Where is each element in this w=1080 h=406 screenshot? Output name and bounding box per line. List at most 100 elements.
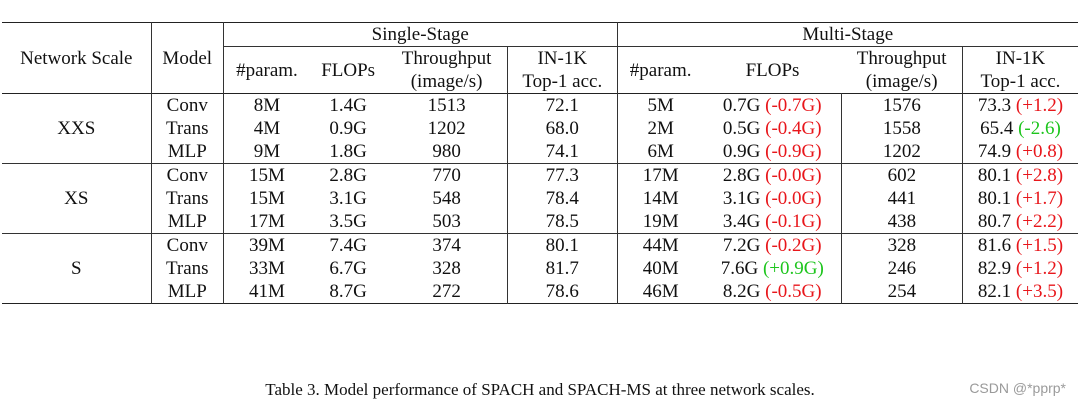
cell-m-param: 19M	[642, 211, 679, 232]
cell-m-flops: 0.9G (-0.9G)	[703, 140, 842, 164]
cell-s-tp: 770	[386, 163, 508, 187]
header-multi-throughput: Throughput (image/s)	[841, 46, 963, 94]
cell-s-param: 15M	[248, 165, 285, 186]
cell-m-acc: 74.9 (+0.8)	[962, 140, 1078, 164]
cell-m-tp: 441	[841, 187, 963, 210]
cell-s-acc: 77.3	[507, 163, 618, 187]
cell-s-tp: 980	[386, 140, 508, 164]
cell-m-acc: 81.6 (+1.5)	[962, 234, 1078, 258]
cell-delta: (+1.7)	[1015, 188, 1064, 209]
cell-s-acc: 72.1	[507, 93, 618, 117]
cell-m-acc: 82.1 (+3.5)	[962, 280, 1078, 304]
cell-delta: (+2.2)	[1015, 211, 1064, 232]
cell-network-scale: XS	[2, 163, 152, 234]
header-acc-line1: IN-1K	[537, 48, 588, 69]
cell-m-flops: 7.2G (-0.2G)	[703, 233, 842, 257]
cell-delta: (-0.0G)	[765, 188, 822, 209]
cell-s-tp: 548	[386, 187, 508, 210]
header-single-stage: Single-Stage	[223, 22, 618, 47]
header-throughput-line2: (image/s)	[410, 71, 483, 92]
cell-s-param: 41M	[248, 281, 285, 302]
watermark: CSDN @*pprp*	[969, 380, 1066, 396]
cell-m-tp: 1202	[841, 140, 963, 164]
cell-value: 82.1	[977, 281, 1012, 302]
cell-s-acc: 74.1	[507, 140, 618, 164]
cell-model: Trans	[151, 257, 224, 280]
cell-model: Trans	[151, 187, 224, 210]
cell-model: MLP	[151, 280, 224, 304]
header-throughput-line1: Throughput	[401, 48, 492, 69]
cell-model: MLP	[151, 210, 224, 234]
table-row: Trans 15M 3.1G 548 78.4 14M 3.1G (-0.0G) 441 80.…	[2, 187, 1078, 210]
cell-m-flops: 7.6G (+0.9G)	[703, 257, 842, 280]
cell-m-param: 17M	[642, 165, 679, 186]
cell-m-param: 2M	[647, 118, 674, 139]
cell-s-flops: 1.4G	[329, 95, 367, 116]
cell-delta: (+2.8)	[1015, 165, 1064, 186]
cell-m-acc: 80.1 (+2.8)	[962, 164, 1078, 188]
cell-value: 3.4G	[722, 211, 761, 232]
header-multi-flops: FLOPs	[745, 59, 800, 81]
cell-s-acc: 78.4	[507, 187, 618, 210]
cell-value: 82.9	[977, 258, 1012, 279]
cell-m-flops: 0.5G (-0.4G)	[703, 117, 842, 140]
header-acc-line2: Top-1 acc.	[522, 71, 603, 92]
cell-delta: (-2.6)	[1018, 118, 1061, 139]
table-caption: Table 3. Model performance of SPACH and …	[265, 380, 815, 399]
cell-network-scale: XXS	[2, 93, 152, 164]
cell-m-tp: 1576	[841, 93, 963, 117]
table-row: MLP 17M 3.5G 503 78.5 19M 3.4G (-0.1G) 438 80.7 …	[2, 210, 1078, 234]
cell-value: 74.9	[977, 141, 1012, 162]
table-row: Trans 33M 6.7G 328 81.7 40M 7.6G (+0.9G) 246 82.…	[2, 257, 1078, 280]
cell-m-flops: 8.2G (-0.5G)	[703, 280, 842, 304]
cell-s-tp: 328	[386, 257, 508, 280]
cell-value: 0.9G	[722, 141, 761, 162]
cell-s-acc: 78.5	[507, 210, 618, 234]
cell-s-flops: 6.7G	[329, 258, 367, 279]
header-network-scale: Network Scale	[2, 22, 152, 94]
header-single-flops: FLOPs	[321, 59, 376, 81]
cell-m-tp: 328	[841, 233, 963, 257]
cell-delta: (+3.5)	[1015, 281, 1064, 302]
performance-table: Network Scale Model Single-Stage Multi-S…	[2, 22, 1078, 304]
cell-value: 80.1	[977, 165, 1012, 186]
table-row: XXS Conv 8M 1.4G 1513 72.1 5M 0.7G (-0.7G) 1576 7…	[2, 93, 1078, 164]
cell-value: 65.4	[980, 118, 1014, 139]
header-acc-line2: Top-1 acc.	[980, 71, 1061, 92]
header-throughput-line2: (image/s)	[865, 71, 938, 92]
cell-s-flops: 3.5G	[329, 211, 367, 232]
cell-delta: (+1.2)	[1015, 95, 1064, 116]
cell-s-tp: 503	[386, 210, 508, 234]
header-single-acc: IN-1K Top-1 acc.	[507, 46, 618, 94]
cell-delta: (-0.9G)	[765, 141, 822, 162]
cell-s-tp: 374	[386, 233, 508, 257]
cell-delta: (-0.2G)	[765, 235, 822, 256]
cell-delta: (-0.5G)	[765, 281, 822, 302]
cell-delta: (+1.2)	[1015, 258, 1064, 279]
cell-m-param: 14M	[642, 188, 679, 209]
table-row: MLP 9M 1.8G 980 74.1 6M 0.9G (-0.9G) 1202 74.9 (…	[2, 140, 1078, 164]
cell-m-tp: 1558	[841, 117, 963, 140]
cell-value: 7.6G	[720, 258, 759, 279]
cell-s-acc: 68.0	[507, 117, 618, 140]
cell-s-acc: 81.7	[507, 257, 618, 280]
header-single-throughput: Throughput (image/s)	[386, 46, 508, 94]
cell-value: 3.1G	[722, 188, 761, 209]
table-row: S Conv 39M 7.4G 374 80.1 44M 7.2G (-0.2G) 328 81.…	[2, 233, 1078, 304]
cell-m-tp: 246	[841, 257, 963, 280]
header-model: Model	[151, 22, 224, 94]
cell-delta: (+1.5)	[1015, 235, 1064, 256]
cell-s-flops: 2.8G	[329, 165, 367, 186]
cell-m-param: 46M	[642, 281, 679, 302]
cell-s-tp: 1513	[386, 93, 508, 117]
cell-delta: (+0.8)	[1015, 141, 1064, 162]
cell-delta: (-0.4G)	[765, 118, 822, 139]
cell-s-param: 39M	[248, 235, 285, 256]
cell-value: 0.7G	[722, 95, 761, 116]
cell-m-flops: 2.8G (-0.0G)	[703, 163, 842, 187]
cell-s-flops: 8.7G	[329, 281, 367, 302]
cell-m-acc: 80.7 (+2.2)	[962, 210, 1078, 234]
table-row: MLP 41M 8.7G 272 78.6 46M 8.2G (-0.5G) 254 82.1 …	[2, 280, 1078, 304]
cell-s-acc: 80.1	[507, 233, 618, 257]
cell-model: Trans	[151, 117, 224, 140]
